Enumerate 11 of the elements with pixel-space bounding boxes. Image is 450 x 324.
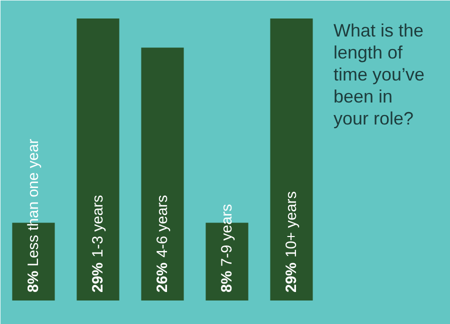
x-tick-label: Less than one year [25, 138, 42, 266]
data-label: 29% [90, 262, 106, 292]
x-tick-label: 7-9 years [218, 204, 236, 266]
x-tick-label: 1-3 years [90, 194, 106, 258]
data-label: 29% [283, 262, 300, 292]
data-label: 8% [25, 270, 42, 292]
text: What is the length of time you’ve been in your role? [334, 20, 425, 128]
x-tick-label: 10+ years [283, 191, 300, 258]
data-label: 26% [154, 262, 171, 292]
x-tick-label: 4-6 years [154, 194, 171, 258]
data-label: 8% [218, 270, 236, 292]
